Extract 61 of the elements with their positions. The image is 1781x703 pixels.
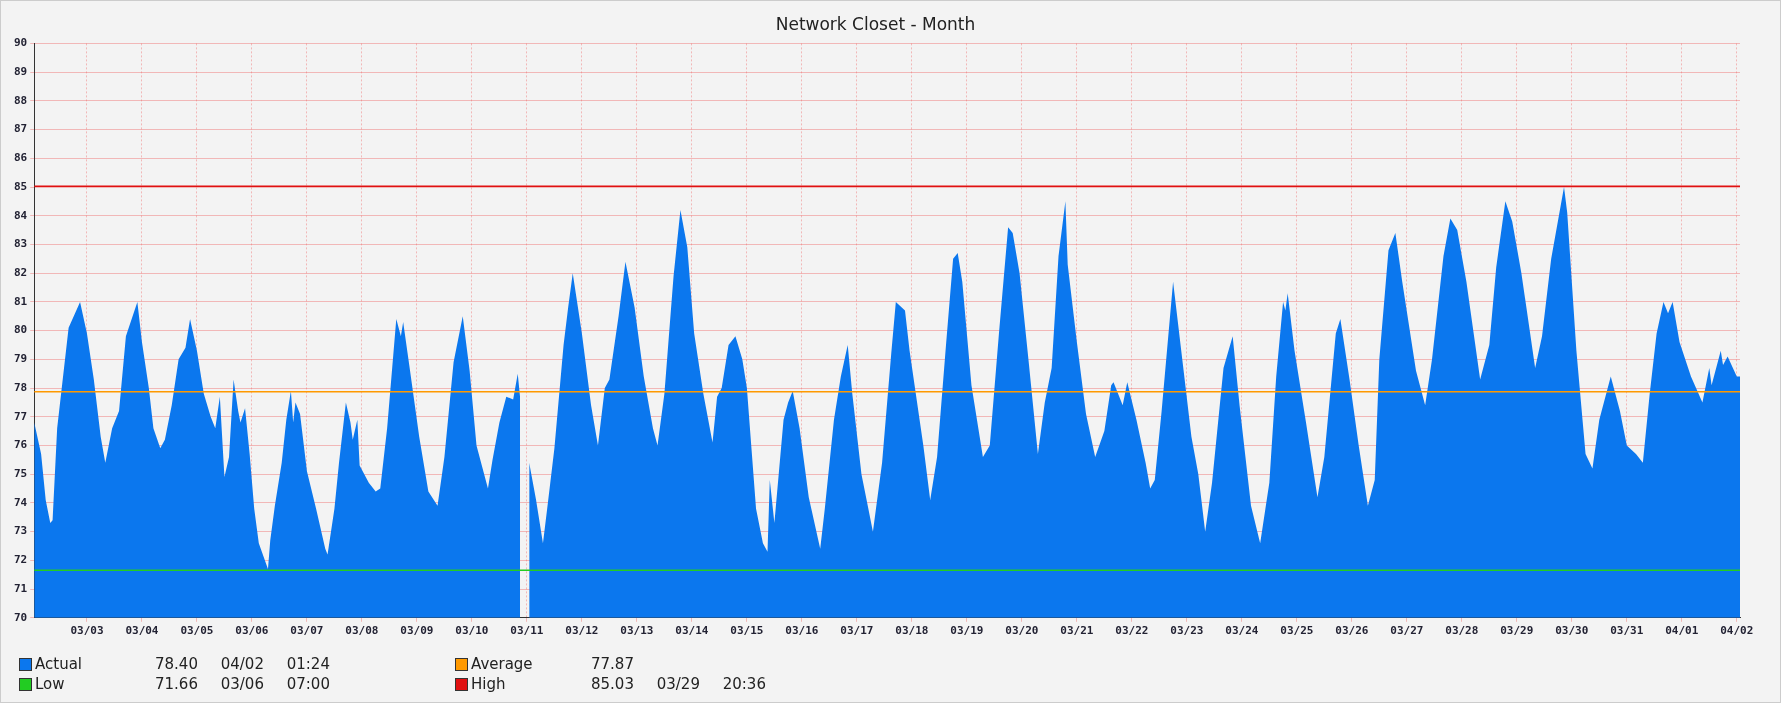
chart-title: Network Closet - Month bbox=[775, 13, 976, 34]
x-tick-label: 03/11 bbox=[510, 624, 544, 638]
x-tick-label: 03/12 bbox=[565, 624, 599, 638]
x-tick-label: 03/19 bbox=[950, 624, 984, 638]
legend-label: Average bbox=[471, 655, 534, 673]
y-tick-label: 72 bbox=[14, 553, 28, 567]
text: 85.03 03/29 20:36 bbox=[591, 675, 767, 693]
y-tick-label: 89 bbox=[14, 64, 28, 78]
x-tick-label: 03/07 bbox=[290, 624, 324, 638]
x-tick-label: 04/01 bbox=[1665, 624, 1699, 638]
x-tick-label: 03/09 bbox=[400, 624, 434, 638]
x-tick-label: 03/16 bbox=[785, 624, 819, 638]
y-tick-label: 71 bbox=[14, 581, 28, 595]
x-tick-label: 03/06 bbox=[235, 624, 269, 638]
x-tick-label: 03/22 bbox=[1115, 624, 1149, 638]
x-tick-label: 03/15 bbox=[730, 624, 764, 638]
x-tick-label: 03/29 bbox=[1500, 624, 1534, 638]
x-tick-label: 03/18 bbox=[895, 624, 929, 638]
y-tick-label: 76 bbox=[14, 438, 28, 452]
y-tick-label: 86 bbox=[14, 151, 28, 165]
y-tick-label: 81 bbox=[14, 294, 28, 308]
x-tick-label: 03/25 bbox=[1280, 624, 1314, 638]
x-tick-label: 03/24 bbox=[1225, 624, 1259, 638]
text: 71.66 03/06 07:00 bbox=[155, 675, 331, 693]
y-tick-label: 74 bbox=[14, 495, 28, 509]
text: 77.87 bbox=[591, 655, 635, 673]
x-tick-label: 03/28 bbox=[1445, 624, 1479, 638]
x-tick-label: 03/14 bbox=[675, 624, 709, 638]
x-tick-label: 03/31 bbox=[1610, 624, 1644, 638]
x-tick-label: 03/30 bbox=[1555, 624, 1589, 638]
y-tick-label: 75 bbox=[14, 467, 28, 481]
y-tick-label: 70 bbox=[14, 610, 28, 624]
y-tick-label: 84 bbox=[14, 208, 28, 222]
legend-label: Actual bbox=[35, 655, 83, 673]
y-tick-label: 79 bbox=[14, 352, 28, 366]
x-tick-label: 03/08 bbox=[345, 624, 379, 638]
legend-label: High bbox=[471, 675, 507, 693]
y-tick-label: 82 bbox=[14, 266, 28, 280]
y-tick-label: 73 bbox=[14, 524, 28, 538]
y-tick-label: 90 bbox=[14, 36, 28, 50]
x-tick-label: 03/17 bbox=[840, 624, 874, 638]
x-tick-label: 04/02 bbox=[1720, 624, 1754, 638]
x-tick-label: 03/03 bbox=[70, 624, 104, 638]
x-tick-label: 03/13 bbox=[620, 624, 654, 638]
x-tick-label: 03/20 bbox=[1005, 624, 1039, 638]
text: 78.40 04/02 01:24 bbox=[155, 655, 331, 673]
legend-label: Low bbox=[35, 675, 66, 693]
x-tick-label: 03/05 bbox=[180, 624, 214, 638]
x-tick-label: 03/27 bbox=[1390, 624, 1424, 638]
y-tick-label: 88 bbox=[14, 93, 28, 107]
y-tick-label: 78 bbox=[14, 380, 28, 394]
y-tick-label: 80 bbox=[14, 323, 28, 337]
y-tick-label: 77 bbox=[14, 409, 28, 423]
y-tick-label: 87 bbox=[14, 122, 28, 136]
x-tick-label: 03/23 bbox=[1170, 624, 1204, 638]
y-tick-label: 85 bbox=[14, 179, 28, 193]
x-tick-label: 03/10 bbox=[455, 624, 489, 638]
y-tick-label: 83 bbox=[14, 237, 28, 251]
x-tick-label: 03/04 bbox=[125, 624, 159, 638]
x-tick-label: 03/21 bbox=[1060, 624, 1094, 638]
x-tick-label: 03/26 bbox=[1335, 624, 1369, 638]
